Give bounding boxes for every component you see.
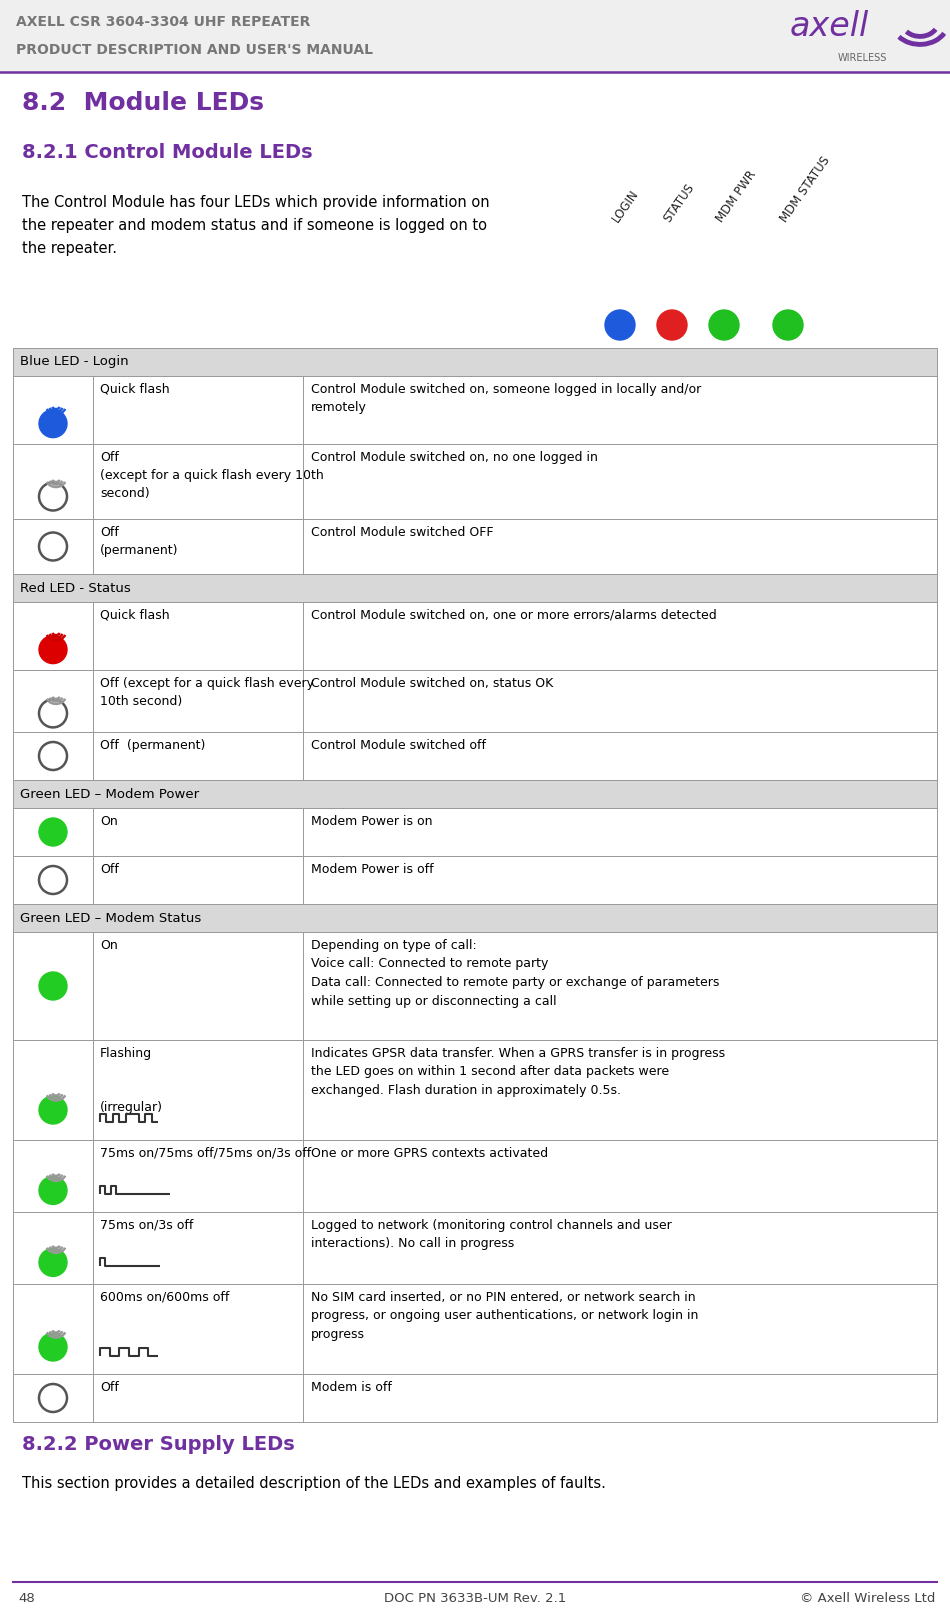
Bar (13, 670, 937, 733)
Bar (13, 809, 937, 855)
Text: Control Module switched on, no one logged in: Control Module switched on, no one logge… (311, 450, 598, 463)
Text: Off  (permanent): Off (permanent) (100, 739, 205, 752)
Bar (13, 520, 937, 575)
Bar (13, 1374, 937, 1422)
Circle shape (773, 310, 803, 341)
Text: 600ms on/600ms off: 600ms on/600ms off (100, 1291, 229, 1340)
Bar (13, 1039, 937, 1139)
Text: 8.2.2 Power Supply LEDs: 8.2.2 Power Supply LEDs (22, 1435, 294, 1454)
Text: 8.2.1 Control Module LEDs: 8.2.1 Control Module LEDs (22, 144, 313, 161)
Bar (13, 349, 937, 376)
Text: DOC PN 3633B-UM Rev. 2.1: DOC PN 3633B-UM Rev. 2.1 (384, 1591, 566, 1604)
Text: Modem Power is off: Modem Power is off (311, 863, 433, 876)
Text: Green LED – Modem Status: Green LED – Modem Status (20, 912, 201, 925)
Bar (13, 904, 937, 931)
Circle shape (39, 636, 67, 663)
Text: Off (except for a quick flash every
10th second): Off (except for a quick flash every 10th… (100, 676, 314, 709)
Bar (13, 602, 937, 670)
Text: STATUS: STATUS (661, 181, 697, 224)
Text: MDM STATUS: MDM STATUS (777, 155, 832, 224)
Text: On: On (100, 939, 118, 952)
Circle shape (39, 1177, 67, 1204)
Circle shape (39, 1383, 67, 1412)
Text: Green LED – Modem Power: Green LED – Modem Power (20, 788, 200, 801)
Text: Quick flash: Quick flash (100, 608, 170, 621)
Text: One or more GPRS contexts activated: One or more GPRS contexts activated (311, 1148, 548, 1160)
Circle shape (39, 699, 67, 728)
Bar (13, 1285, 937, 1374)
Circle shape (39, 410, 67, 437)
Circle shape (39, 818, 67, 846)
Text: The Control Module has four LEDs which provide information on
the repeater and m: The Control Module has four LEDs which p… (22, 195, 489, 255)
Text: Control Module switched on, someone logged in locally and/or
remotely: Control Module switched on, someone logg… (311, 383, 701, 415)
Text: MDM PWR: MDM PWR (713, 168, 758, 224)
Circle shape (39, 533, 67, 560)
Circle shape (657, 310, 687, 341)
Text: WIRELESS: WIRELESS (838, 53, 887, 63)
Circle shape (39, 1096, 67, 1123)
Circle shape (39, 1333, 67, 1361)
Bar (13, 931, 937, 1039)
Text: Blue LED - Login: Blue LED - Login (20, 355, 128, 368)
Text: Control Module switched off: Control Module switched off (311, 739, 486, 752)
Circle shape (39, 867, 67, 894)
Text: Off
(permanent): Off (permanent) (100, 526, 179, 557)
Circle shape (39, 742, 67, 770)
Circle shape (709, 310, 739, 341)
Bar (13, 444, 937, 520)
Text: Control Module switched OFF: Control Module switched OFF (311, 526, 493, 539)
Bar (13, 855, 937, 904)
Bar (13, 575, 937, 602)
Bar (13, 1139, 937, 1212)
Text: LOGIN: LOGIN (609, 187, 641, 224)
Text: Flashing


(irregular): Flashing (irregular) (100, 1047, 163, 1114)
Text: Modem is off: Modem is off (311, 1382, 391, 1394)
Text: Control Module switched on, status OK: Control Module switched on, status OK (311, 676, 553, 691)
Text: Modem Power is on: Modem Power is on (311, 815, 432, 828)
Circle shape (39, 972, 67, 1001)
Text: PRODUCT DESCRIPTION AND USER'S MANUAL: PRODUCT DESCRIPTION AND USER'S MANUAL (16, 44, 373, 56)
Text: Depending on type of call:
Voice call: Connected to remote party
Data call: Conn: Depending on type of call: Voice call: C… (311, 939, 719, 1007)
Bar (13, 376, 937, 444)
Text: On: On (100, 815, 118, 828)
Text: 48: 48 (18, 1591, 35, 1604)
Text: Quick flash: Quick flash (100, 383, 170, 395)
Text: Control Module switched on, one or more errors/alarms detected: Control Module switched on, one or more … (311, 608, 716, 621)
Text: No SIM card inserted, or no PIN entered, or network search in
progress, or ongoi: No SIM card inserted, or no PIN entered,… (311, 1291, 698, 1341)
Bar (13, 733, 937, 780)
Circle shape (605, 310, 635, 341)
Text: AXELL CSR 3604-3304 UHF REPEATER: AXELL CSR 3604-3304 UHF REPEATER (16, 15, 311, 29)
Text: Off: Off (100, 863, 119, 876)
Circle shape (39, 483, 67, 510)
Text: axell: axell (790, 10, 869, 42)
Bar (13, 1212, 937, 1285)
Text: Indicates GPSR data transfer. When a GPRS transfer is in progress
the LED goes o: Indicates GPSR data transfer. When a GPR… (311, 1047, 725, 1098)
Text: Off
(except for a quick flash every 10th
second): Off (except for a quick flash every 10th… (100, 450, 324, 500)
Text: © Axell Wireless Ltd: © Axell Wireless Ltd (800, 1591, 935, 1604)
Bar (13, 780, 937, 809)
Text: This section provides a detailed description of the LEDs and examples of faults.: This section provides a detailed descrip… (22, 1475, 606, 1491)
Text: Logged to network (monitoring control channels and user
interactions). No call i: Logged to network (monitoring control ch… (311, 1219, 672, 1251)
Text: Red LED - Status: Red LED - Status (20, 581, 131, 594)
Bar (0, 0, 950, 73)
Circle shape (39, 1248, 67, 1277)
Text: 8.2  Module LEDs: 8.2 Module LEDs (22, 90, 264, 115)
Text: 75ms on/3s off: 75ms on/3s off (100, 1219, 194, 1269)
Text: 75ms on/75ms off/75ms on/3s off: 75ms on/75ms off/75ms on/3s off (100, 1148, 312, 1196)
Text: Off: Off (100, 1382, 119, 1394)
